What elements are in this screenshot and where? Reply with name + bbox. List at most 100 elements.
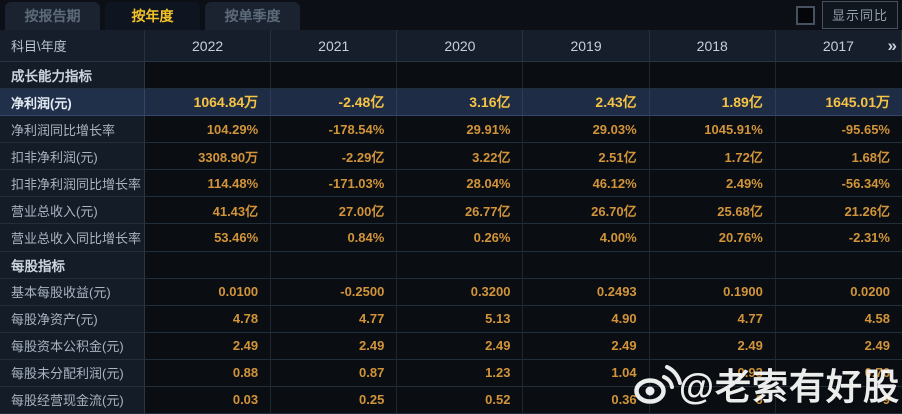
cell-value: 0.84% xyxy=(271,224,398,252)
cell-value: 1.89亿 xyxy=(649,89,776,117)
cell-value: 0.26% xyxy=(397,224,524,252)
cell-value xyxy=(649,251,776,279)
cell-value: 0.76 xyxy=(775,359,902,387)
cell-value: 2.49 xyxy=(271,332,398,360)
cell-value: 9 xyxy=(775,386,902,414)
cell-value xyxy=(523,251,650,279)
cell-value: 1.04 xyxy=(523,359,650,387)
tab-bar: 按报告期 按年度 按单季度 显示同比 xyxy=(0,0,902,30)
row-label: 每股未分配利润(元) xyxy=(0,359,145,387)
tab-single-quarter[interactable]: 按单季度 xyxy=(205,2,300,30)
cell-value: 53.46% xyxy=(145,224,272,252)
cell-value: 4.00% xyxy=(523,224,650,252)
cell-value: 3.22亿 xyxy=(397,143,524,171)
row-label: 每股指标 xyxy=(0,251,145,279)
table-row[interactable]: 扣非净利润(元) 3308.90万 -2.29亿 3.22亿 2.51亿 1.72亿 1.6… xyxy=(0,143,902,171)
cell-value: 4.78 xyxy=(145,305,272,333)
year-header: 2021 xyxy=(271,30,398,61)
cell-value: 2.43亿 xyxy=(523,89,650,117)
table-row[interactable]: 每股资本公积金(元) 2.49 2.49 2.49 2.49 2.49 2.49 xyxy=(0,332,902,360)
table-row[interactable]: 营业总收入同比增长率 53.46% 0.84% 0.26% 4.00% 20.76% -2.… xyxy=(0,224,902,252)
row-label: 每股经营现金流(元) xyxy=(0,386,145,414)
year-header: 2020 xyxy=(397,30,524,61)
more-years-icon[interactable]: » xyxy=(887,35,897,55)
cell-value: 4.90 xyxy=(523,305,650,333)
row-label: 净利润同比增长率 xyxy=(0,116,145,144)
table-row[interactable]: 每股经营现金流(元) 0.03 0.25 0.52 0.36 0 9 xyxy=(0,386,902,414)
cell-value: 0.36 xyxy=(523,386,650,414)
cell-value: 0.0100 xyxy=(145,278,272,306)
tab-report-period[interactable]: 按报告期 xyxy=(5,2,100,30)
row-label: 净利润(元) xyxy=(0,89,145,117)
table-row[interactable]: 净利润同比增长率 104.29% -178.54% 29.91% 29.03% 1045.… xyxy=(0,116,902,144)
cell-value xyxy=(523,62,650,90)
cell-value: 114.48% xyxy=(145,170,272,198)
cell-value: -2.48亿 xyxy=(271,89,398,117)
cell-value: 0 xyxy=(649,386,776,414)
cell-value xyxy=(397,251,524,279)
top-controls: 显示同比 xyxy=(795,1,902,29)
row-label: 营业总收入(元) xyxy=(0,197,145,225)
cell-value: 2.49 xyxy=(397,332,524,360)
table-row[interactable]: 营业总收入(元) 41.43亿 27.00亿 26.77亿 26.70亿 25.68亿 21… xyxy=(0,197,902,225)
cell-value xyxy=(397,62,524,90)
table-row[interactable]: 净利润(元) 1064.84万 -2.48亿 3.16亿 2.43亿 1.89亿 1645.… xyxy=(0,89,902,117)
cell-value: 26.70亿 xyxy=(523,197,650,225)
cell-value: 26.77亿 xyxy=(397,197,524,225)
cell-value: 5.13 xyxy=(397,305,524,333)
cell-value: 0.93 xyxy=(649,359,776,387)
cell-value: -95.65% xyxy=(775,116,902,144)
cell-value: 2.51亿 xyxy=(523,143,650,171)
row-label: 每股资本公积金(元) xyxy=(0,332,145,360)
year-header: 2017 xyxy=(776,30,902,61)
cell-value: 1645.01万 xyxy=(775,89,902,117)
cell-value xyxy=(271,62,398,90)
cell-value: 4.58 xyxy=(775,305,902,333)
cell-value: 0.25 xyxy=(271,386,398,414)
cell-value: 0.2493 xyxy=(523,278,650,306)
table-row[interactable]: 每股净资产(元) 4.78 4.77 5.13 4.90 4.77 4.58 xyxy=(0,305,902,333)
table-row[interactable]: 每股未分配利润(元) 0.88 0.87 1.23 1.04 0.93 0.76 xyxy=(0,359,902,387)
cell-value: 0.1900 xyxy=(649,278,776,306)
cell-value xyxy=(775,251,902,279)
cell-value: 0.3200 xyxy=(397,278,524,306)
section-row: 每股指标 xyxy=(0,251,902,279)
cell-value xyxy=(649,62,776,90)
cell-value: 0.88 xyxy=(145,359,272,387)
tab-annual[interactable]: 按年度 xyxy=(105,2,200,30)
row-label: 成长能力指标 xyxy=(0,62,145,90)
cell-value: 3308.90万 xyxy=(145,143,272,171)
table-row[interactable]: 基本每股收益(元) 0.0100 -0.2500 0.3200 0.2493 0.1900… xyxy=(0,278,902,306)
cell-value: 46.12% xyxy=(523,170,650,198)
year-header: 2019 xyxy=(523,30,650,61)
cell-value: 2.49 xyxy=(145,332,272,360)
cell-value xyxy=(775,62,902,90)
cell-value: 4.77 xyxy=(649,305,776,333)
cell-value: 1064.84万 xyxy=(145,89,272,117)
cell-value: 41.43亿 xyxy=(145,197,272,225)
cell-value: 28.04% xyxy=(397,170,524,198)
cell-value: 27.00亿 xyxy=(271,197,398,225)
section-row: 成长能力指标 xyxy=(0,62,902,90)
show-yoy-checkbox[interactable] xyxy=(795,5,815,25)
row-label: 扣非净利润同比增长率 xyxy=(0,170,145,198)
table-row[interactable]: 扣非净利润同比增长率 114.48% -171.03% 28.04% 46.12% 2.4… xyxy=(0,170,902,198)
show-yoy-label[interactable]: 显示同比 xyxy=(821,1,898,29)
cell-value: -171.03% xyxy=(271,170,398,198)
cell-value: -178.54% xyxy=(271,116,398,144)
cell-value: 2.49% xyxy=(649,170,776,198)
cell-value: 0.0200 xyxy=(775,278,902,306)
table-body: 成长能力指标 净利润(元) 1064.84万 -2.48亿 3.16亿 2.43亿 1.89… xyxy=(0,62,902,414)
cell-value: 0.52 xyxy=(397,386,524,414)
cell-value: -2.31% xyxy=(775,224,902,252)
header-row: 科目\年度 2022 2021 2020 2019 2018 2017» xyxy=(0,30,902,62)
cell-value: 2.49 xyxy=(523,332,650,360)
cell-value: 25.68亿 xyxy=(649,197,776,225)
cell-value: 2.49 xyxy=(775,332,902,360)
cell-value: 21.26亿 xyxy=(775,197,902,225)
cell-value: 1.23 xyxy=(397,359,524,387)
cell-value: 4.77 xyxy=(271,305,398,333)
cell-value: 29.91% xyxy=(397,116,524,144)
cell-value: 29.03% xyxy=(523,116,650,144)
